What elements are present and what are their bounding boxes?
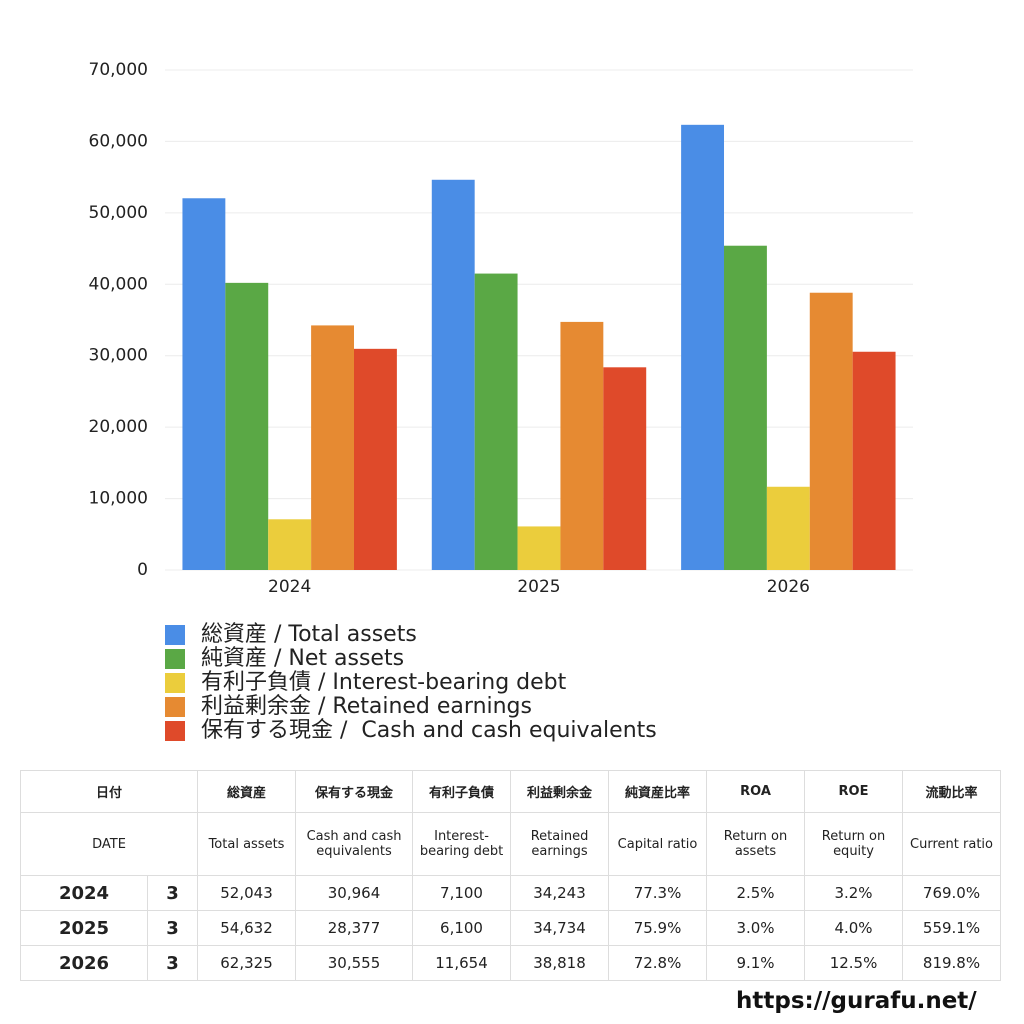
bar [603, 367, 647, 570]
table-cell: 4.0% [804, 910, 904, 946]
y-tick-label: 50,000 [89, 203, 148, 223]
table-cell: 利益剰余金 [510, 770, 610, 813]
table-cell: 3.0% [706, 910, 806, 946]
table-cell: 12.5% [804, 945, 904, 981]
legend-label: 有利子負債 / Interest-bearing debt [201, 670, 567, 695]
table-cell: Return on equity [804, 812, 904, 876]
table-cell: ROE [804, 770, 904, 813]
table-cell: 62,325 [197, 945, 297, 981]
table-cell: Capital ratio [608, 812, 708, 876]
bar [560, 321, 604, 570]
table-cell: 9.1% [706, 945, 806, 981]
x-tick-label: 2026 [767, 577, 810, 597]
table-cell: 11,654 [412, 945, 512, 981]
table-cell: 総資産 [197, 770, 297, 813]
x-tick-label: 2024 [268, 577, 311, 597]
table-cell: 流動比率 [902, 770, 1002, 813]
table-row: 2024 3 52,043 30,964 7,100 34,243 77.3% 2.5% 3.2… [20, 875, 1002, 911]
legend-label: 総資産 / Total assets [201, 622, 417, 647]
y-tick-label: 40,000 [89, 274, 148, 294]
table-cell: 769.0% [902, 875, 1002, 911]
y-tick-label: 60,000 [89, 131, 148, 151]
bar [474, 273, 518, 570]
table-row: 日付 総資産 保有する現金 有利子負債 利益剰余金 純資産比率 ROA ROE 流動比率 [19, 770, 1002, 813]
table-cell: 3 [146, 910, 199, 946]
table-cell: Current ratio [902, 812, 1002, 876]
table-cell: 28,377 [295, 910, 414, 946]
table-cell: 30,964 [295, 875, 414, 911]
table-cell: 2025 [20, 910, 148, 946]
table-cell: 38,818 [510, 945, 610, 981]
legend-swatch [165, 673, 185, 693]
table-cell: 34,243 [510, 875, 610, 911]
legend-swatch [165, 625, 185, 645]
table-cell: ROA [706, 770, 806, 813]
table-cell: Total assets [197, 812, 297, 876]
legend-swatch [165, 721, 185, 741]
legend-swatch [165, 697, 185, 717]
table-cell: 3 [146, 875, 199, 911]
y-tick-label: 30,000 [89, 346, 148, 366]
bar [766, 486, 810, 570]
bar [517, 526, 561, 570]
bar [182, 198, 226, 570]
data-table: 日付 総資産 保有する現金 有利子負債 利益剰余金 純資産比率 ROA ROE 流動比率 DATE… [19, 770, 1002, 981]
table-cell: Retained earnings [510, 812, 610, 876]
table-cell: 54,632 [197, 910, 297, 946]
table-cell: 2.5% [706, 875, 806, 911]
table-cell: 純資産比率 [608, 770, 708, 813]
table-cell: 819.8% [902, 945, 1002, 981]
legend-label: 純資産 / Net assets [201, 646, 404, 671]
table-cell: 有利子負債 [412, 770, 512, 813]
table-cell: 75.9% [608, 910, 708, 946]
table-cell: 30,555 [295, 945, 414, 981]
table-cell: 日付 [19, 770, 199, 813]
table-cell: Interest-bearing debt [412, 812, 512, 876]
table-row: 2026 3 62,325 30,555 11,654 38,818 72.8% 9.1% 12… [20, 945, 1002, 981]
legend-swatch [165, 649, 185, 669]
bar [225, 282, 269, 570]
table-cell: 3 [146, 945, 199, 981]
legend-label: 保有する現金 / Cash and cash equivalents [201, 718, 657, 743]
table-cell: 6,100 [412, 910, 512, 946]
table-cell: Return on assets [706, 812, 806, 876]
table-cell: 3.2% [804, 875, 904, 911]
table-cell: 34,734 [510, 910, 610, 946]
bar [724, 245, 767, 570]
bar [431, 179, 475, 570]
bar [268, 519, 312, 570]
y-tick-label: 10,000 [89, 489, 148, 509]
bar [852, 351, 896, 570]
table-cell: 559.1% [902, 910, 1002, 946]
table-row: 2025 3 54,632 28,377 6,100 34,734 75.9% 3.0% 4.0… [20, 910, 1002, 946]
bar [681, 124, 725, 571]
table-cell: 2026 [20, 945, 148, 981]
table-row: DATE Total assets Cash and cash equivalent… [19, 812, 1002, 876]
table-cell: 7,100 [412, 875, 512, 911]
bar [353, 348, 397, 570]
bar [311, 325, 354, 570]
table-cell: DATE [19, 812, 199, 876]
table-cell: 77.3% [608, 875, 708, 911]
bar [809, 292, 853, 570]
legend-label: 利益剰余金 / Retained earnings [201, 694, 532, 719]
table-cell: 72.8% [608, 945, 708, 981]
y-tick-label: 0 [137, 560, 148, 580]
table-cell: 52,043 [197, 875, 297, 911]
table-cell: 保有する現金 [295, 770, 414, 813]
chart: 0 10,000 20,000 30,000 40,000 50,000 60,000 70,… [89, 60, 913, 743]
y-tick-label: 70,000 [89, 60, 148, 80]
x-tick-label: 2025 [517, 577, 560, 597]
y-tick-label: 20,000 [89, 417, 148, 437]
table-cell: 2024 [20, 875, 148, 911]
footer-url: https://gurafu.net/ [736, 988, 977, 1014]
table-cell: Cash and cash equivalents [295, 812, 414, 876]
